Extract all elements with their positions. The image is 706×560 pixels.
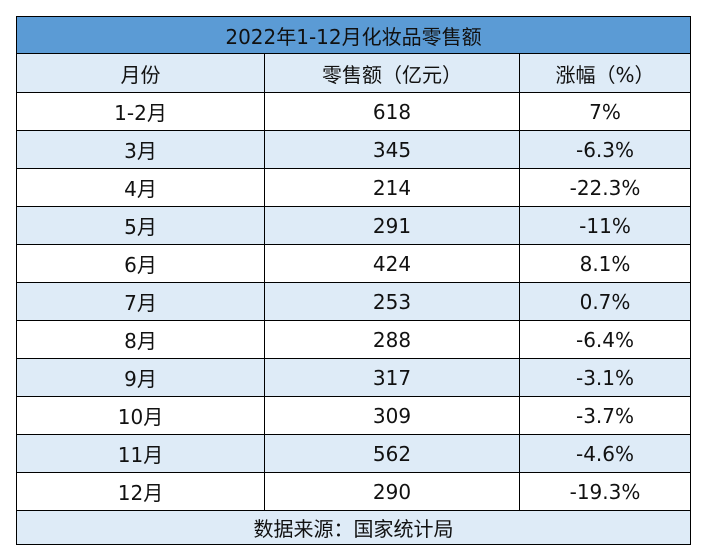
table-row: 4月 214 -22.3% [16, 168, 691, 207]
column-header-month: 月份 [16, 53, 265, 93]
table-row: 6月 424 8.1% [16, 244, 691, 283]
cell-growth: -3.1% [519, 358, 691, 397]
cell-month: 1-2月 [16, 92, 265, 131]
cell-sales: 345 [264, 130, 520, 169]
cell-sales: 214 [264, 168, 520, 207]
cell-growth: -22.3% [519, 168, 691, 207]
cell-sales: 424 [264, 244, 520, 283]
cell-month: 8月 [16, 320, 265, 359]
cell-growth: -19.3% [519, 472, 691, 511]
table-row: 11月 562 -4.6% [16, 434, 691, 473]
cell-growth: 8.1% [519, 244, 691, 283]
cell-month: 11月 [16, 434, 265, 473]
cell-month: 4月 [16, 168, 265, 207]
table-row: 9月 317 -3.1% [16, 358, 691, 397]
cell-sales: 288 [264, 320, 520, 359]
cell-sales: 290 [264, 472, 520, 511]
cell-month: 10月 [16, 396, 265, 435]
cosmetics-sales-table: 2022年1-12月化妆品零售额 月份 零售额（亿元） 涨幅（%） 1-2月 61… [16, 16, 691, 545]
cell-growth: -3.7% [519, 396, 691, 435]
table-row: 7月 253 0.7% [16, 282, 691, 321]
table-row: 1-2月 618 7% [16, 92, 691, 131]
cell-month: 12月 [16, 472, 265, 511]
table-header-row: 月份 零售额（亿元） 涨幅（%） [16, 53, 691, 93]
cell-sales: 562 [264, 434, 520, 473]
cell-sales: 291 [264, 206, 520, 245]
cell-growth: 7% [519, 92, 691, 131]
cell-sales: 253 [264, 282, 520, 321]
table-title: 2022年1-12月化妆品零售额 [16, 16, 691, 54]
column-header-growth: 涨幅（%） [519, 53, 691, 93]
data-source-note: 数据来源：国家统计局 [16, 510, 691, 545]
cell-growth: -11% [519, 206, 691, 245]
table-row: 12月 290 -19.3% [16, 472, 691, 511]
table-row: 10月 309 -3.7% [16, 396, 691, 435]
cell-sales: 618 [264, 92, 520, 131]
cell-month: 6月 [16, 244, 265, 283]
cell-growth: -4.6% [519, 434, 691, 473]
cell-sales: 317 [264, 358, 520, 397]
cell-month: 9月 [16, 358, 265, 397]
table-row: 5月 291 -11% [16, 206, 691, 245]
cell-month: 5月 [16, 206, 265, 245]
cell-growth: -6.4% [519, 320, 691, 359]
table-row: 3月 345 -6.3% [16, 130, 691, 169]
cell-month: 7月 [16, 282, 265, 321]
cell-growth: -6.3% [519, 130, 691, 169]
table-row: 8月 288 -6.4% [16, 320, 691, 359]
cell-sales: 309 [264, 396, 520, 435]
cell-month: 3月 [16, 130, 265, 169]
cell-growth: 0.7% [519, 282, 691, 321]
source-row: 数据来源：国家统计局 [16, 510, 691, 545]
column-header-sales: 零售额（亿元） [264, 53, 520, 93]
table-title-row: 2022年1-12月化妆品零售额 [16, 16, 691, 54]
